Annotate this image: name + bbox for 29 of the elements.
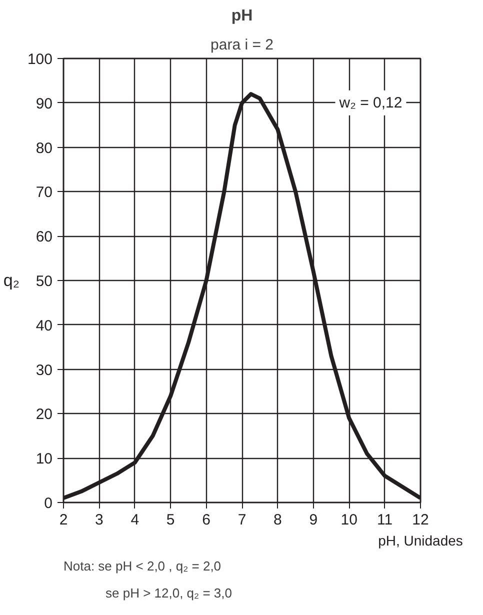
x-tick-label: 12 <box>412 512 429 528</box>
y-tick-label: 60 <box>36 228 53 246</box>
text: Nota: se pH < 2,0 , q₂ = 2,0 <box>64 558 222 574</box>
y-tick-label: 50 <box>36 273 53 290</box>
text: se pH > 12,0, q₂ = 3,0 <box>106 586 232 600</box>
y-tick-label: 0 <box>44 495 52 512</box>
chart-subtitle: para i = 2 <box>210 36 274 54</box>
y-tick-label: 30 <box>36 362 53 379</box>
chart-title: pH <box>231 8 253 24</box>
y-tick-label: 10 <box>36 450 53 468</box>
y-tick-label: 40 <box>36 317 53 334</box>
x-tick-label: 9 <box>309 512 318 528</box>
x-tick-label: 6 <box>202 512 210 528</box>
x-tick-label: 4 <box>130 512 140 528</box>
x-tick-label: 8 <box>274 512 282 528</box>
x-tick-label: 10 <box>340 512 358 528</box>
x-tick-label: 3 <box>95 512 104 528</box>
x-tick-label: 7 <box>238 512 246 528</box>
y-tick-label: 70 <box>36 184 53 202</box>
y-axis-title: q₂ <box>3 271 20 290</box>
y-tick-label: 80 <box>36 140 53 157</box>
x-tick-label: 2 <box>59 512 68 528</box>
x-tick-label: 11 <box>377 512 393 528</box>
y-tick-label: 20 <box>36 406 53 424</box>
x-axis-title: pH, Unidades <box>378 532 463 548</box>
annotation: w₂ = 0,12 <box>338 94 402 112</box>
y-tick-label: 90 <box>36 95 53 112</box>
x-tick-label: 5 <box>166 512 175 528</box>
y-tick-label: 100 <box>27 51 53 68</box>
